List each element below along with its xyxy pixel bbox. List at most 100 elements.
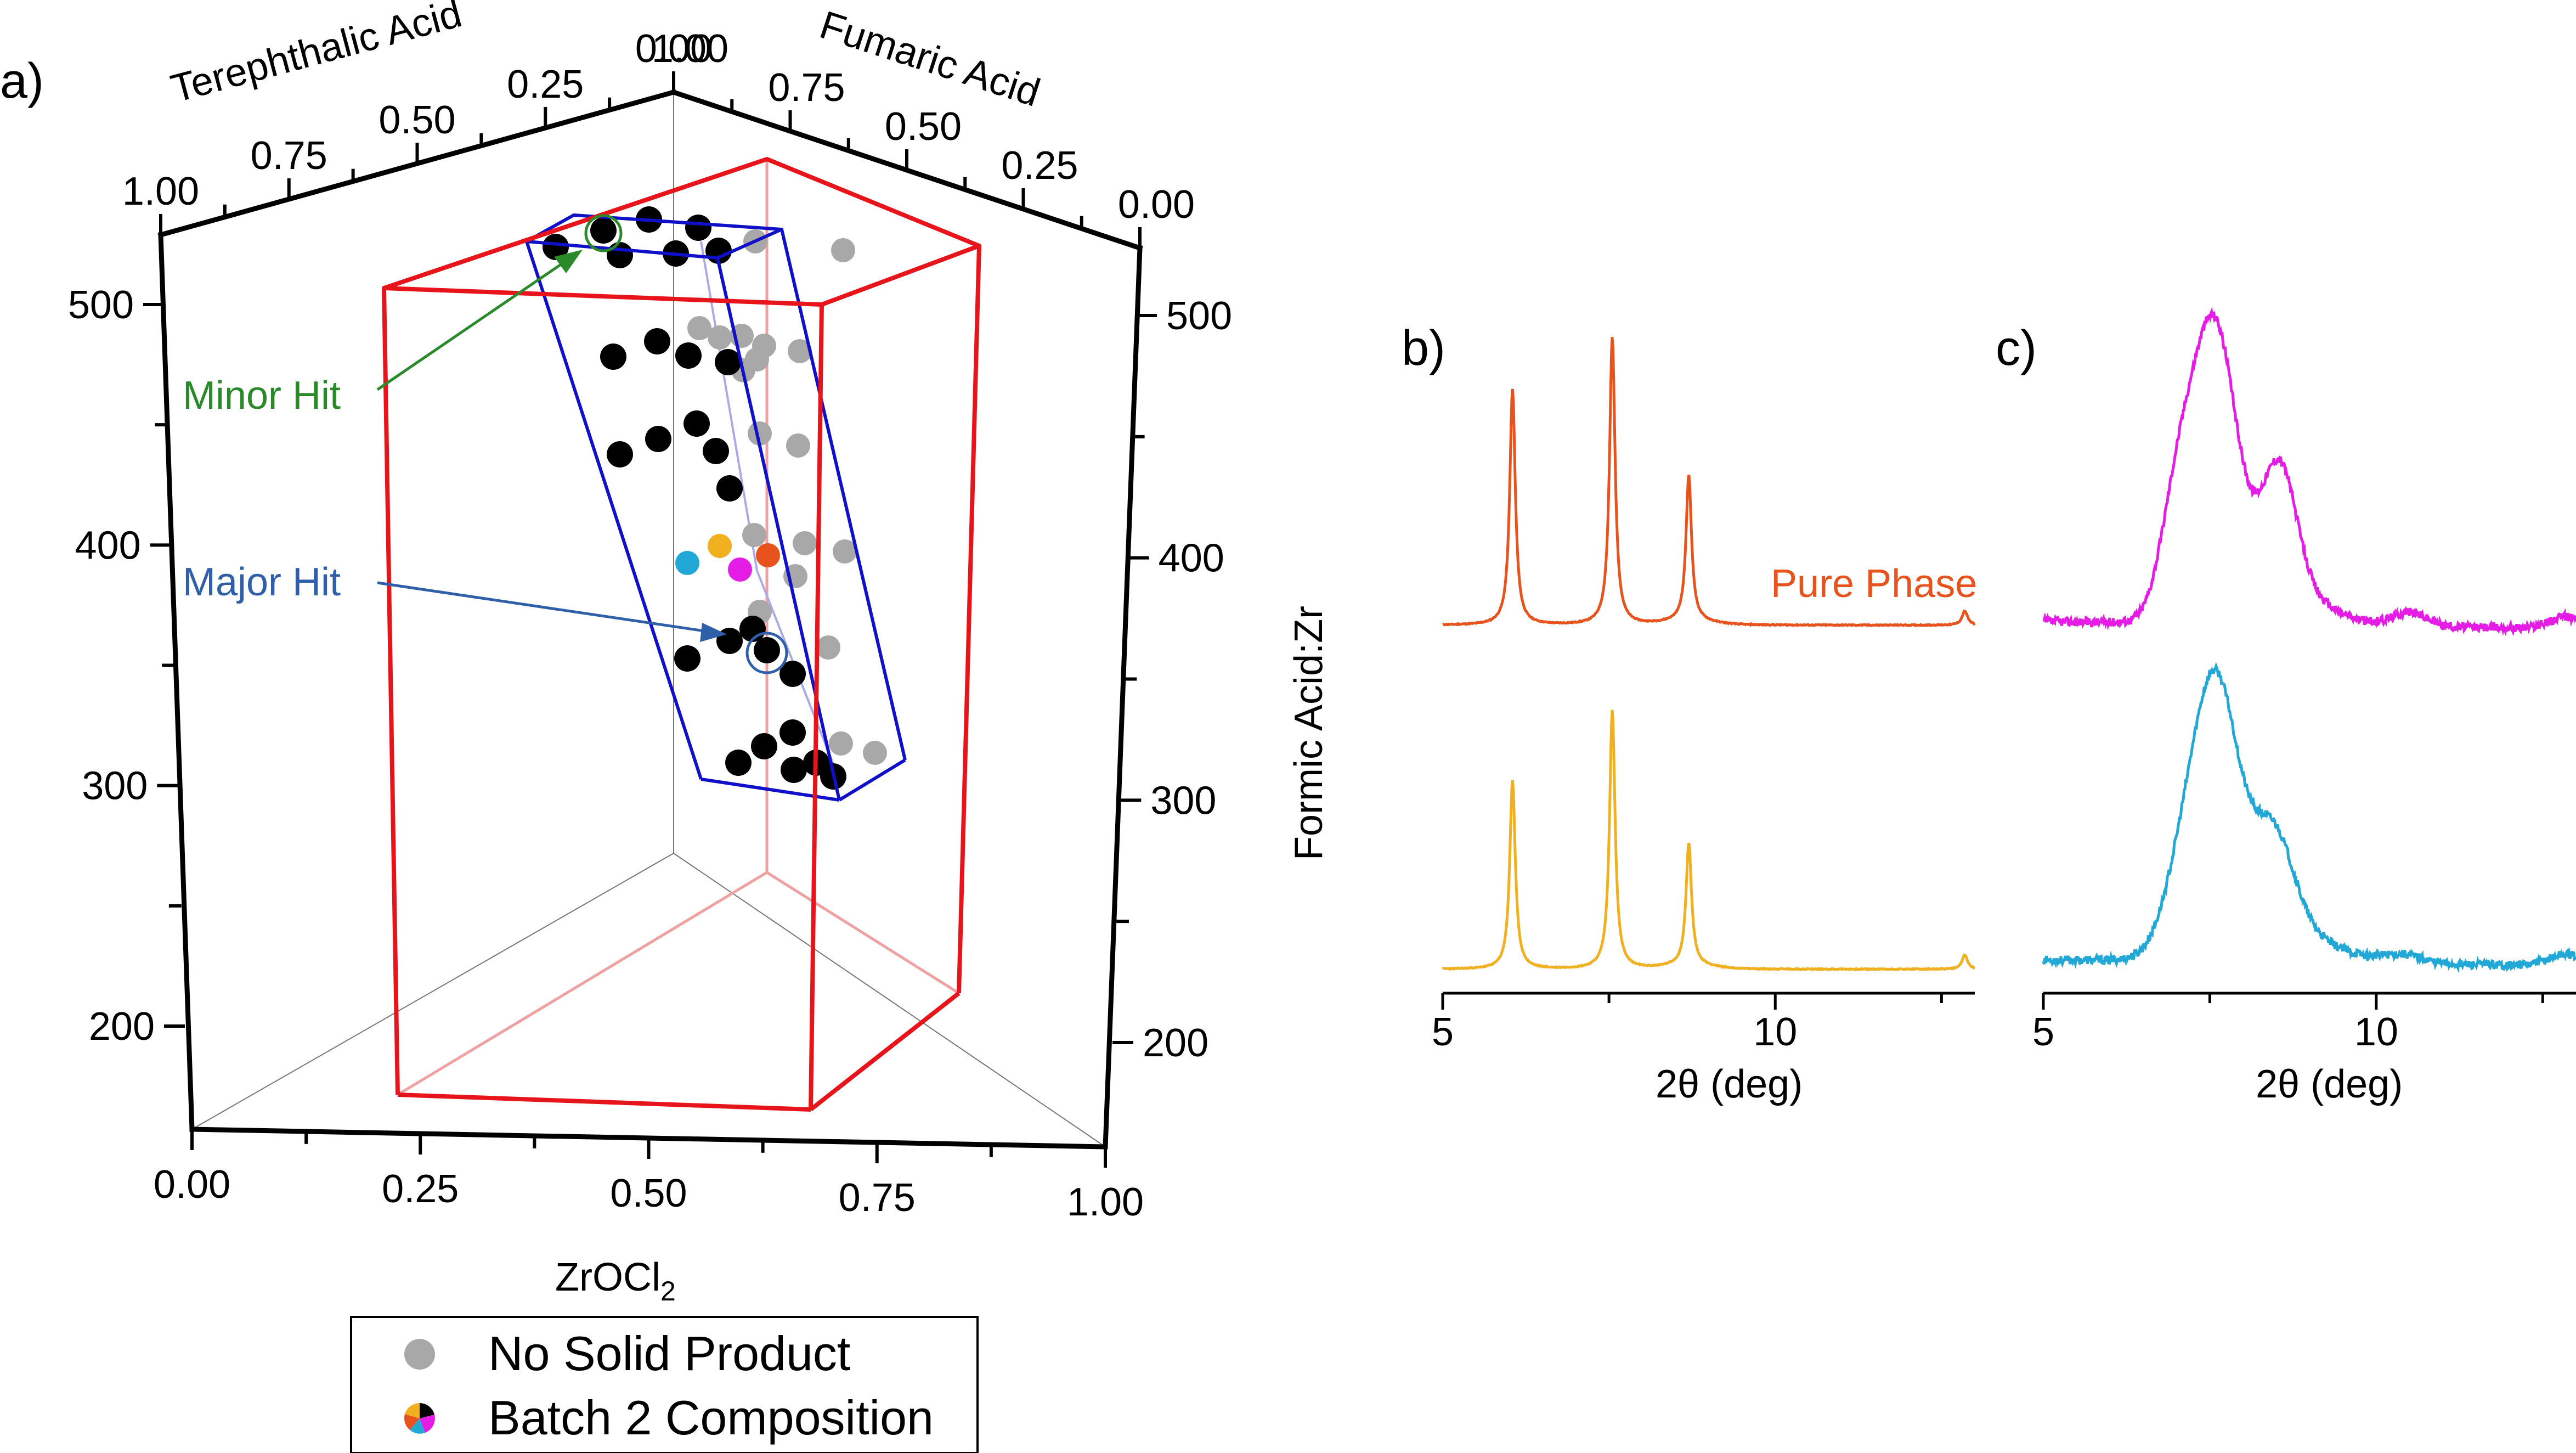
hit-region (382, 157, 981, 1112)
pure-phase-label: Pure Phase (1771, 562, 1977, 606)
axis-title-zrocl2: ZrOCl2 (555, 1255, 676, 1306)
solid-point (675, 342, 702, 369)
no-solid-point (708, 325, 732, 350)
x-axis-tick-label: 0.25 (382, 1167, 459, 1211)
panel-c-pxrd: c) 5 10 2θ (deg) (1996, 307, 2576, 1106)
major-hit-label: Major Hit (183, 560, 341, 604)
panel-b-xlabel: 2θ (deg) (1656, 1062, 1803, 1106)
fumaric-axis-tick-label: 0.50 (885, 105, 962, 149)
solid-point (644, 328, 670, 354)
z-right-axis-tick-label: 300 (1150, 779, 1216, 823)
panel-label-c: c) (1996, 321, 2037, 376)
minor-hit-annotation: Minor Hit (183, 250, 583, 418)
legend-no-solid-label: No Solid Product (488, 1326, 850, 1381)
panel-b-x-tick-label: 10 (1753, 1010, 1797, 1054)
z-left-axis-tick-label: 500 (68, 283, 134, 327)
z-left-axis-tick-label: 400 (75, 523, 141, 567)
solid-point (779, 661, 806, 687)
no-solid-point (816, 635, 840, 660)
major-hit-annotation: Major Hit (183, 560, 727, 642)
z-left-axis-tick-label: 200 (89, 1005, 155, 1049)
solid-point (590, 217, 617, 244)
solid-point (543, 234, 569, 260)
panel-label-b: b) (1402, 321, 1445, 376)
panel-c-xlabel: 2θ (deg) (2256, 1062, 2403, 1106)
legend: No Solid Product Batch 2 Composition (350, 1316, 979, 1453)
fumaric-axis-tick-label: 0.25 (1001, 144, 1078, 188)
fumaric-axis-tick-label: 1.00 (652, 27, 728, 71)
panel-a-3d-scatter: a) (0, 0, 1331, 1453)
panel-a-tick-labels: 0.00 0.25 0.50 0.75 1.00 1.00 0.75 0.50 0.25 0.00… (68, 27, 1232, 1224)
axis-title-fumaric: Fumaric Acid (815, 3, 1045, 115)
solid-point (607, 242, 633, 268)
terephthalic-axis-tick-label: 0.75 (251, 134, 327, 178)
solid-point (607, 441, 633, 468)
terephthalic-axis-tick-label: 0.25 (507, 63, 584, 106)
pxrd-trace-magenta (2042, 307, 2576, 637)
no-solid-point (793, 531, 817, 555)
panel-c-x-ticks: 5 10 (2032, 993, 2544, 1054)
no-solid-point (687, 316, 711, 340)
legend-batch-label: Batch 2 Composition (488, 1390, 934, 1445)
axis-title-zrocl2-sub: 2 (660, 1276, 676, 1306)
batch-point-orange (708, 534, 732, 558)
panel-b-pxrd: b) Pure Phase 5 10 2θ (deg) (1402, 321, 1977, 1106)
no-solid-point (833, 539, 857, 564)
batch-point-orange-red (756, 543, 780, 567)
solid-point (600, 343, 626, 370)
no-solid-point (748, 421, 772, 446)
solid-point (703, 438, 729, 464)
solid-point (754, 637, 780, 663)
fumaric-axis-tick-label: 0.00 (1118, 183, 1195, 227)
batch-point-cyan (675, 551, 699, 575)
panel-c-x-tick-label: 10 (2354, 1010, 2398, 1054)
pxrd-trace-orange (1442, 709, 1975, 972)
batch-point-magenta (728, 557, 752, 582)
legend-no-solid-marker (404, 1339, 435, 1370)
terephthalic-axis-tick-label: 1.00 (122, 170, 199, 213)
minor-hit-marker (584, 214, 623, 252)
solid-point (725, 750, 752, 776)
z-right-axis-tick-label: 500 (1166, 294, 1232, 338)
panel-label-a: a) (0, 54, 44, 109)
x-axis-tick-label: 1.00 (1067, 1180, 1144, 1224)
pxrd-trace-cyan (2042, 662, 2576, 973)
axis-title-formic: Formic Acid:Zr (1287, 606, 1331, 860)
solid-point (685, 215, 711, 241)
pxrd-trace-pure-phase (1442, 337, 1976, 628)
no-solid-point (831, 238, 855, 262)
solid-point (779, 719, 806, 746)
x-axis-tick-label: 0.75 (839, 1176, 916, 1220)
panel-c-x-tick-label: 5 (2032, 1010, 2054, 1054)
axis-title-zrocl2-main: ZrOCl (555, 1255, 660, 1299)
z-right-axis-tick-label: 200 (1143, 1021, 1208, 1065)
fumaric-axis-tick-label: 0.75 (768, 66, 845, 110)
z-left-axis-tick-label: 300 (82, 764, 148, 808)
x-axis-tick-label: 0.50 (610, 1172, 687, 1215)
major-hit-marker (745, 632, 788, 674)
terephthalic-axis-tick-label: 0.00 (635, 27, 712, 71)
solid-point (751, 733, 777, 759)
solid-point (674, 645, 701, 672)
no-solid-point (829, 731, 853, 756)
x-axis-tick-label: 0.00 (154, 1163, 230, 1207)
minor-hit-label: Minor Hit (183, 374, 341, 418)
axis-title-terephthalic: Terephthalic Acid (166, 0, 466, 111)
panel-b-x-tick-label: 5 (1432, 1010, 1454, 1054)
panel-b-x-ticks: 5 10 (1432, 993, 1943, 1054)
solid-point (781, 757, 807, 783)
panel-a-ticks (143, 71, 1157, 1168)
no-solid-points (687, 229, 887, 765)
legend-frame (350, 1316, 979, 1453)
legend-batch-marker (404, 1403, 435, 1434)
solid-point (683, 410, 710, 437)
terephthalic-axis-tick-label: 0.50 (379, 98, 455, 142)
no-solid-point (788, 339, 812, 363)
z-right-axis-tick-label: 400 (1159, 537, 1224, 581)
no-solid-point (752, 334, 776, 358)
solid-point (715, 349, 741, 375)
no-solid-point (863, 741, 887, 765)
no-solid-point (786, 433, 810, 458)
sampled-region (525, 213, 907, 802)
